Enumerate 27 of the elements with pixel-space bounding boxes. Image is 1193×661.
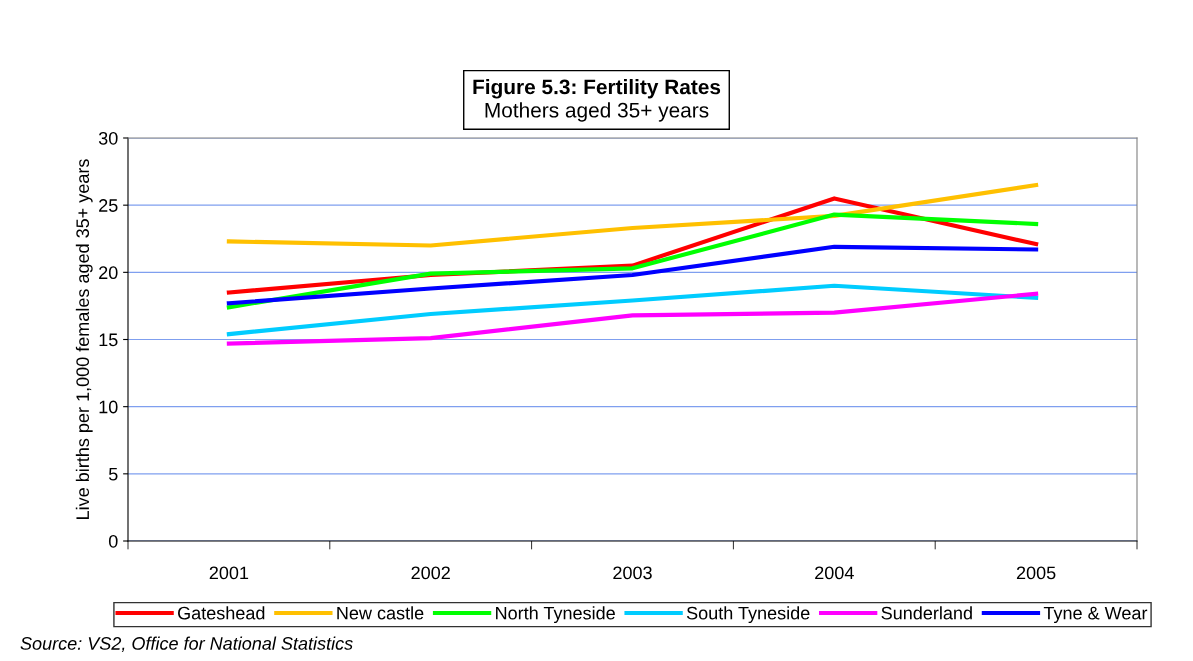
chart-title: Figure 5.3: Fertility Rates xyxy=(473,79,721,99)
legend-label: Tyne & Wear xyxy=(1043,606,1148,624)
y-axis-title: Live births per 1,000 females aged 35+ years xyxy=(75,159,93,519)
source-note: Source: VS2, Office for National Statistics xyxy=(20,636,353,652)
line-series xyxy=(226,283,1039,337)
y-tick-label: 10 xyxy=(99,400,118,414)
x-tick-label: 2001 xyxy=(209,566,249,580)
legend-label: New castle xyxy=(337,606,424,620)
y-tick-label: 25 xyxy=(99,199,118,212)
x-tick-label: 2002 xyxy=(411,566,450,580)
y-tick-label: 30 xyxy=(98,131,118,145)
y-tick-label: 15 xyxy=(99,333,118,347)
x-tick-label: 2004 xyxy=(815,566,854,580)
line-series xyxy=(226,291,1039,346)
y-tick-label: 5 xyxy=(108,467,118,481)
x-tick-label: 2005 xyxy=(1016,566,1056,580)
line-series xyxy=(226,212,1039,310)
y-tick-label: 20 xyxy=(99,266,118,280)
x-tick-label: 2003 xyxy=(613,566,652,580)
line-series xyxy=(226,244,1039,306)
legend-label: North Tyneside xyxy=(496,606,615,624)
chart-subtitle: Mothers aged 35+ years xyxy=(485,102,709,122)
legend-label: South Tyneside xyxy=(686,606,810,624)
legend-label: Gateshead xyxy=(178,606,265,620)
legend-label: Sunderland xyxy=(881,606,972,620)
y-tick-label: 0 xyxy=(108,534,118,548)
line-series xyxy=(226,182,1039,248)
